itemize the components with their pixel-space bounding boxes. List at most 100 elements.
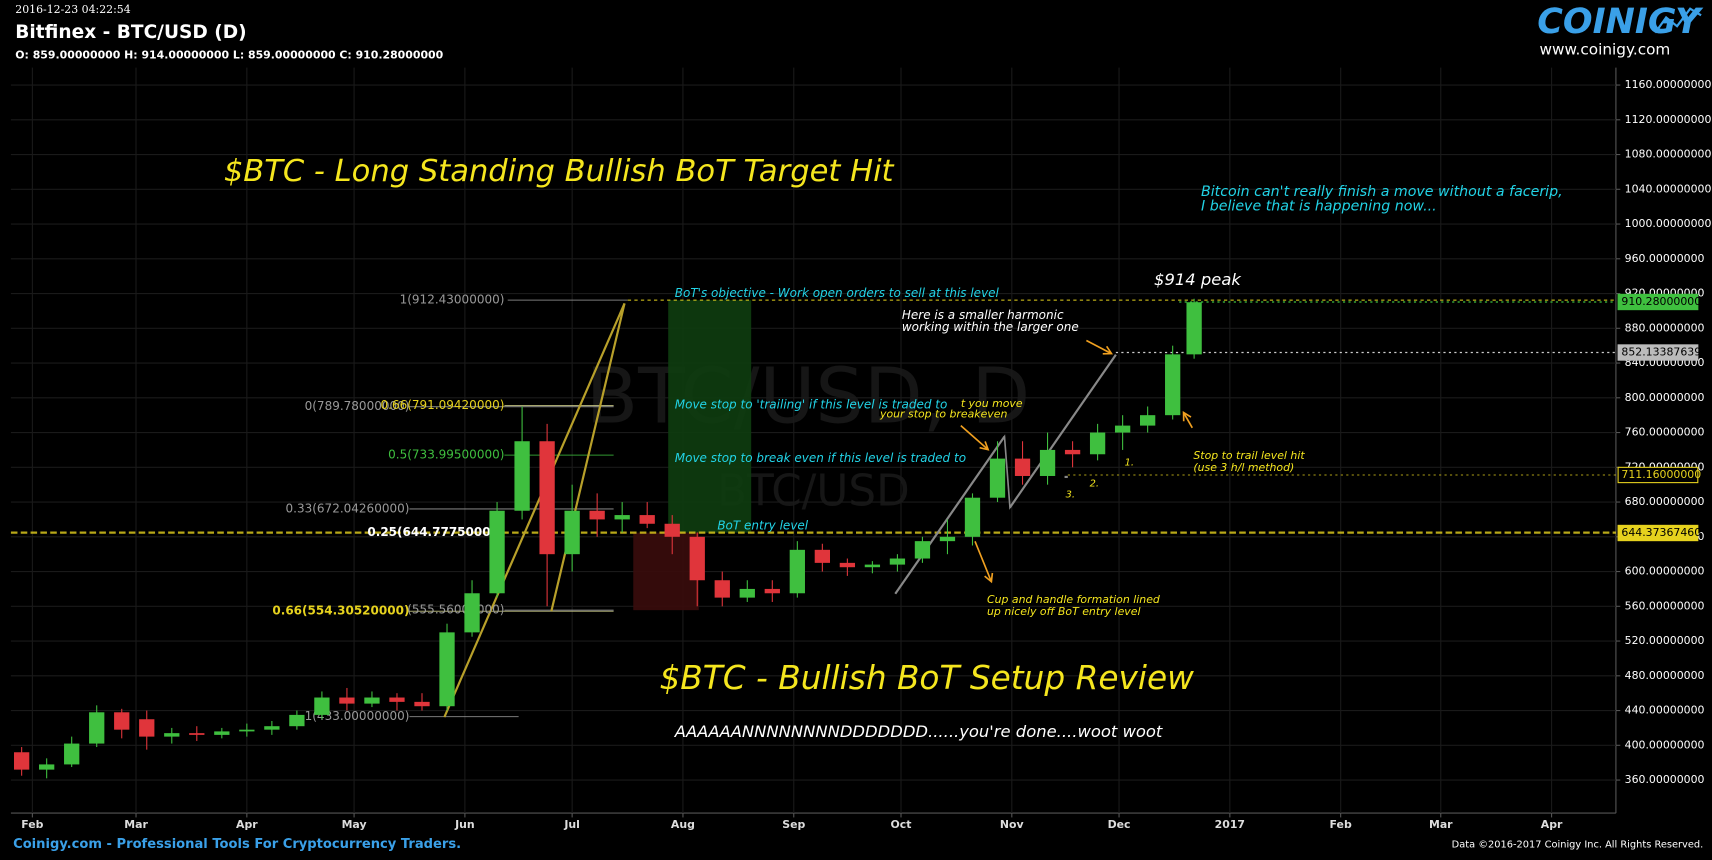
annotation: t you move <box>961 397 1023 410</box>
candle-body <box>189 733 205 735</box>
logo: COINIGY <box>1537 2 1704 42</box>
candle-body <box>889 558 906 565</box>
y-tick-label: 520.00000000 <box>1625 634 1705 647</box>
candle-body <box>339 697 355 704</box>
candle-body <box>89 712 105 744</box>
arrow <box>1182 412 1193 429</box>
risk-zone <box>633 532 699 611</box>
candle-body <box>689 536 705 581</box>
price-tag <box>1617 344 1699 361</box>
candle-body <box>939 536 956 542</box>
logo-url: www.coinigy.com <box>1539 41 1670 59</box>
candle-body <box>539 441 555 555</box>
y-tick-label: 1080.00000000 <box>1625 148 1712 161</box>
timestamp: 2016-12-23 04:22:54 <box>15 3 130 16</box>
candle-body <box>239 729 255 732</box>
candle-body <box>1089 432 1106 455</box>
candle-body <box>364 697 380 704</box>
candle-body <box>914 541 931 559</box>
candle-body <box>1039 449 1056 476</box>
price-tag-label: 644.37367460 <box>1621 526 1701 539</box>
y-tick-label: 1000.00000000 <box>1625 217 1712 230</box>
annotation: $BTC - Bullish BoT Setup Review <box>659 659 1194 697</box>
target-zone <box>668 300 752 533</box>
price-tag-label: 711.16000000 <box>1621 468 1701 481</box>
x-tick-label: Jun <box>454 818 475 831</box>
annotation: Cup and handle formation lined <box>987 593 1160 606</box>
y-tick-label: 440.00000000 <box>1625 704 1705 717</box>
x-tick-label: Feb <box>21 818 43 831</box>
annotation: $914 peak <box>1154 270 1242 289</box>
y-tick-label: 760.00000000 <box>1625 426 1705 439</box>
candle-body <box>164 733 180 737</box>
price-tag-label: 852.13387639 <box>1621 346 1701 359</box>
footer-left: Coinigy.com - Professional Tools For Cry… <box>13 837 461 852</box>
candle-body <box>789 549 805 594</box>
price-tag-label: 910.28000000 <box>1621 295 1701 308</box>
arrow-head <box>1102 345 1114 355</box>
arrow-head <box>984 572 994 584</box>
candle-body <box>839 562 856 568</box>
candle-body <box>1114 425 1131 433</box>
candle-body <box>264 726 280 730</box>
candle-body <box>739 588 755 598</box>
annotation: Bitcoin can't really finish a move witho… <box>1201 184 1563 200</box>
candle-body <box>389 697 405 702</box>
candle-body <box>139 719 155 737</box>
fib-label: 0.66(791.09420000) <box>381 398 505 412</box>
candle-body <box>214 731 230 735</box>
candle-body <box>664 523 680 537</box>
candle-body <box>1165 354 1181 416</box>
price-tag <box>1617 293 1699 311</box>
arrow <box>960 425 989 451</box>
candle-body <box>489 510 505 594</box>
logo-icon <box>1654 7 1702 34</box>
candle-body <box>564 510 580 555</box>
annotation: BoT entry level <box>717 519 808 533</box>
annotation: I believe that is happening now... <box>1201 198 1437 214</box>
trend-line <box>550 303 626 612</box>
y-tick-label: 600.00000000 <box>1625 565 1705 578</box>
arrow-head <box>979 441 990 451</box>
candle-body <box>13 752 30 770</box>
candle-body <box>439 632 455 707</box>
y-tick-label: 480.00000000 <box>1625 669 1705 682</box>
x-tick-label: Oct <box>891 818 912 831</box>
x-tick-label: Dec <box>1108 818 1131 831</box>
candle-body <box>1186 302 1202 355</box>
x-tick-label: Sep <box>782 818 805 831</box>
candle-body <box>1014 458 1031 476</box>
fib-label: 1(912.43000000) <box>400 293 505 307</box>
fib-label: (555.56000000) <box>407 603 504 617</box>
footer-right: Data ©2016-2017 Coinigy Inc. All Rights … <box>1452 840 1704 851</box>
y-tick-label: 560.00000000 <box>1625 599 1705 612</box>
candle-body <box>314 697 330 715</box>
annotation: Move stop to break even if this level is… <box>675 451 966 465</box>
x-tick-label: May <box>342 818 367 831</box>
harmonic-outline <box>894 354 1117 595</box>
candle-body <box>114 712 130 730</box>
price-tag <box>1617 524 1699 542</box>
arrow <box>974 541 993 583</box>
candle-body <box>864 564 881 568</box>
candle-body <box>414 701 430 707</box>
candle-body <box>289 714 305 727</box>
arrow <box>1085 339 1112 355</box>
x-tick-label: Nov <box>1000 818 1024 831</box>
y-tick-label: 1040.00000000 <box>1625 182 1712 195</box>
y-tick-label: 680.00000000 <box>1625 495 1705 508</box>
y-tick-label: 960.00000000 <box>1625 252 1705 265</box>
annotation: $BTC - Long Standing Bullish BoT Target … <box>224 154 895 189</box>
annotation: working within the larger one <box>902 320 1079 334</box>
annotation: 1. <box>1125 458 1134 469</box>
x-tick-label: Apr <box>236 818 258 831</box>
annotation: Move stop to 'trailing' if this level is… <box>675 397 948 411</box>
chart-title: Bitfinex - BTC/USD (D) <box>15 22 246 43</box>
candle-body <box>464 593 480 633</box>
price-tag <box>1617 466 1699 484</box>
annotation: 3. <box>1066 489 1075 500</box>
fib-label: 0.5(733.99500000) <box>388 448 504 462</box>
candle-body <box>989 458 1006 498</box>
candle-body <box>1140 415 1156 426</box>
